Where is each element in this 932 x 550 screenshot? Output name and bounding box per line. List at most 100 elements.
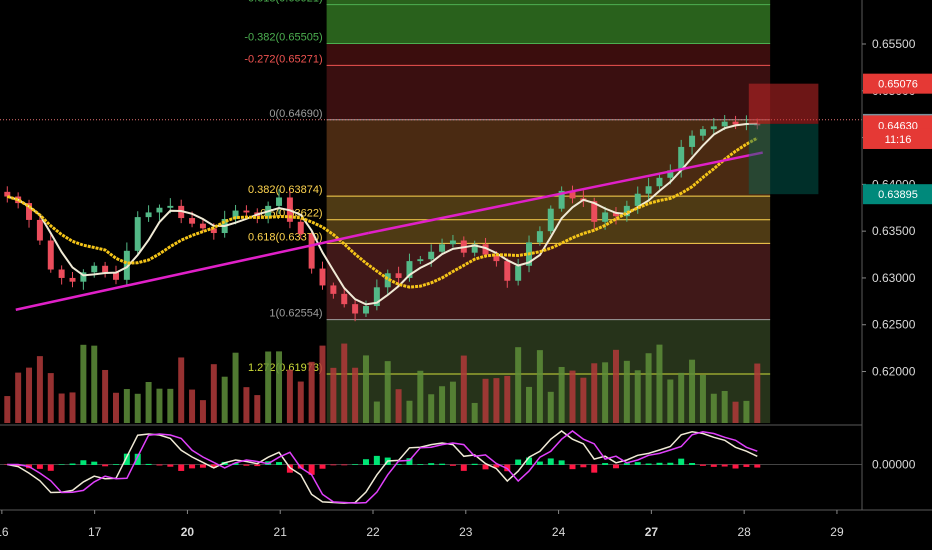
- candle-body: [112, 272, 119, 280]
- macd-histogram-bar: [710, 464, 717, 467]
- volume-bar: [471, 402, 478, 423]
- macd-histogram-bar: [667, 462, 674, 465]
- time-tick-label: 23: [459, 525, 473, 539]
- volume-bar: [319, 345, 326, 423]
- volume-bar: [732, 401, 739, 423]
- time-tick-label: 29: [830, 525, 844, 539]
- fib-zone-618-1: [326, 243, 771, 320]
- price-tick-label: 0.63000: [872, 271, 916, 285]
- macd-histogram-bar: [482, 464, 489, 470]
- volume-bar: [667, 379, 674, 423]
- volume-bar: [15, 372, 22, 423]
- candle-body: [134, 217, 141, 251]
- volume-bar: [623, 360, 630, 423]
- volume-bar: [112, 392, 119, 423]
- volume-bar: [232, 352, 239, 423]
- volume-bar: [189, 389, 196, 423]
- volume-bar: [395, 389, 402, 423]
- candle-body: [210, 228, 217, 234]
- position-stop-zone[interactable]: [748, 123, 819, 195]
- candle-body: [341, 293, 348, 305]
- volume-bar: [297, 381, 304, 423]
- volume-bar: [134, 393, 141, 423]
- time-tick-label: 22: [366, 525, 380, 539]
- candle-body: [699, 129, 706, 136]
- candle-body: [167, 205, 174, 208]
- candle-body: [602, 212, 609, 222]
- volume-bar: [536, 350, 543, 423]
- candle-body: [493, 254, 500, 262]
- candle-body: [26, 203, 33, 220]
- candle-body: [319, 268, 326, 286]
- volume-bar: [580, 377, 587, 423]
- volume-bar: [384, 361, 391, 423]
- candle-body: [80, 272, 87, 282]
- price-tick-label: 0.62500: [872, 318, 916, 332]
- volume-bar: [612, 349, 619, 423]
- ma-slow-line: [6, 136, 759, 289]
- candle-body: [591, 201, 598, 222]
- candle-body: [536, 231, 543, 243]
- volume-bar: [373, 401, 380, 423]
- price-tick-label: 0.62000: [872, 365, 916, 379]
- candle-body: [547, 208, 554, 232]
- candle-body: [373, 287, 380, 307]
- candle-body: [232, 210, 239, 219]
- fib-level-label: 0(0.64690): [269, 108, 322, 120]
- position-target-zone[interactable]: [748, 83, 819, 124]
- macd-histogram-bar: [569, 464, 576, 470]
- macd-histogram-bar: [276, 462, 283, 465]
- trendline: [368, 151, 763, 235]
- volume-bar: [286, 369, 293, 423]
- macd-histogram-bar: [373, 455, 380, 465]
- macd-histogram-bar: [308, 464, 315, 475]
- macd-histogram-bar: [558, 460, 565, 465]
- macd-histogram-bar: [232, 463, 239, 465]
- macd-histogram-bar: [623, 463, 630, 465]
- time-tick-label: 21: [274, 525, 288, 539]
- volume-bar: [602, 362, 609, 423]
- macd-histogram-bar: [319, 464, 326, 469]
- volume-bar: [91, 345, 98, 423]
- candle-body: [395, 273, 402, 278]
- volume-bar: [341, 343, 348, 423]
- fib-level-label: -0.382(0.65505): [244, 32, 322, 44]
- volume-bar: [721, 390, 728, 423]
- price-badge-text: 11:16: [885, 134, 912, 146]
- time-tick-label: 27: [645, 525, 659, 539]
- candle-body: [689, 135, 696, 147]
- volume-bar: [199, 400, 206, 423]
- macd-tick-label: 0.00000: [872, 458, 916, 472]
- macd-signal-line: [7, 430, 758, 504]
- macd-histogram-bar: [58, 464, 65, 465]
- volume-bar: [439, 386, 446, 423]
- candle-body: [330, 285, 337, 294]
- candle-body: [449, 240, 456, 245]
- candle-body: [91, 265, 98, 273]
- volume-bar: [243, 387, 250, 423]
- macd-histogram-bar: [678, 458, 685, 465]
- candle-body: [678, 146, 685, 171]
- volume-bar: [210, 364, 217, 423]
- candle-body: [156, 207, 163, 213]
- position-tool[interactable]: [748, 83, 819, 195]
- volume-bar: [47, 373, 54, 423]
- macd-histogram-bar: [602, 463, 609, 465]
- volume-bar: [645, 353, 652, 423]
- candle-body: [623, 205, 630, 217]
- macd-histogram-bar: [460, 464, 467, 471]
- price-badge: [863, 184, 932, 205]
- macd-histogram-bar: [591, 464, 598, 473]
- macd-histogram-bar: [69, 463, 76, 465]
- fibonacci-retracement[interactable]: -0.618(0.65921) -0.382(0.65505) -0.272(0.6…: [0, 0, 862, 423]
- fib-level-label: -0.618(0.65921): [244, 0, 322, 5]
- volume-bar: [4, 396, 11, 423]
- trendlines[interactable]: [15, 151, 763, 311]
- volume-bar: [330, 367, 337, 423]
- candle-body: [515, 265, 522, 281]
- candle-body: [352, 304, 359, 314]
- candle-body: [406, 261, 413, 278]
- candle-body: [4, 191, 11, 197]
